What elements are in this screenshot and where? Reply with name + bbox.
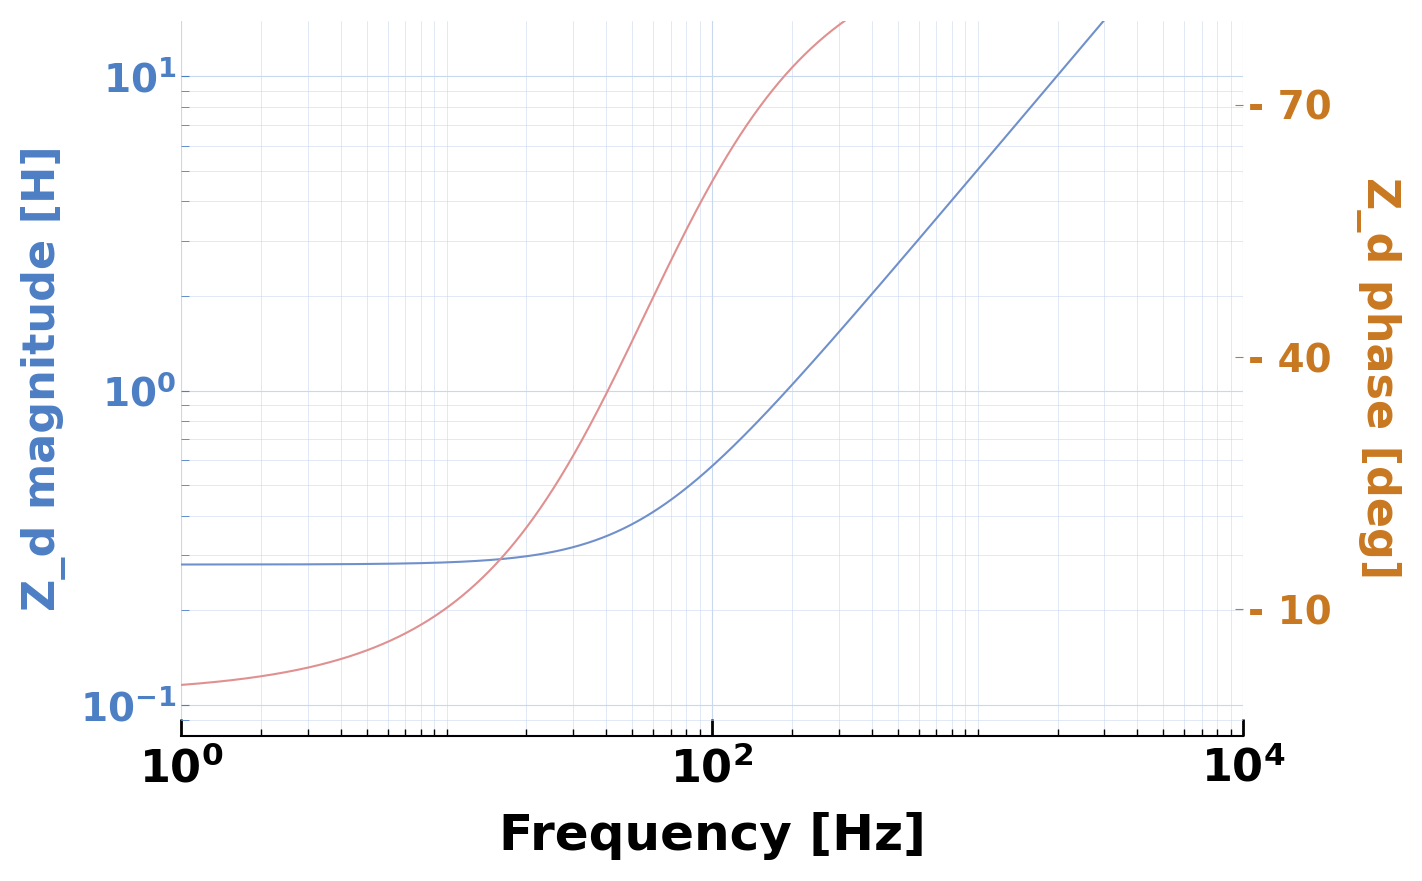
Y-axis label: Z_d phase [deg]: Z_d phase [deg] — [1357, 177, 1401, 580]
Y-axis label: Z_d magnitude [H]: Z_d magnitude [H] — [21, 145, 65, 611]
X-axis label: Frequency [Hz]: Frequency [Hz] — [499, 812, 926, 860]
